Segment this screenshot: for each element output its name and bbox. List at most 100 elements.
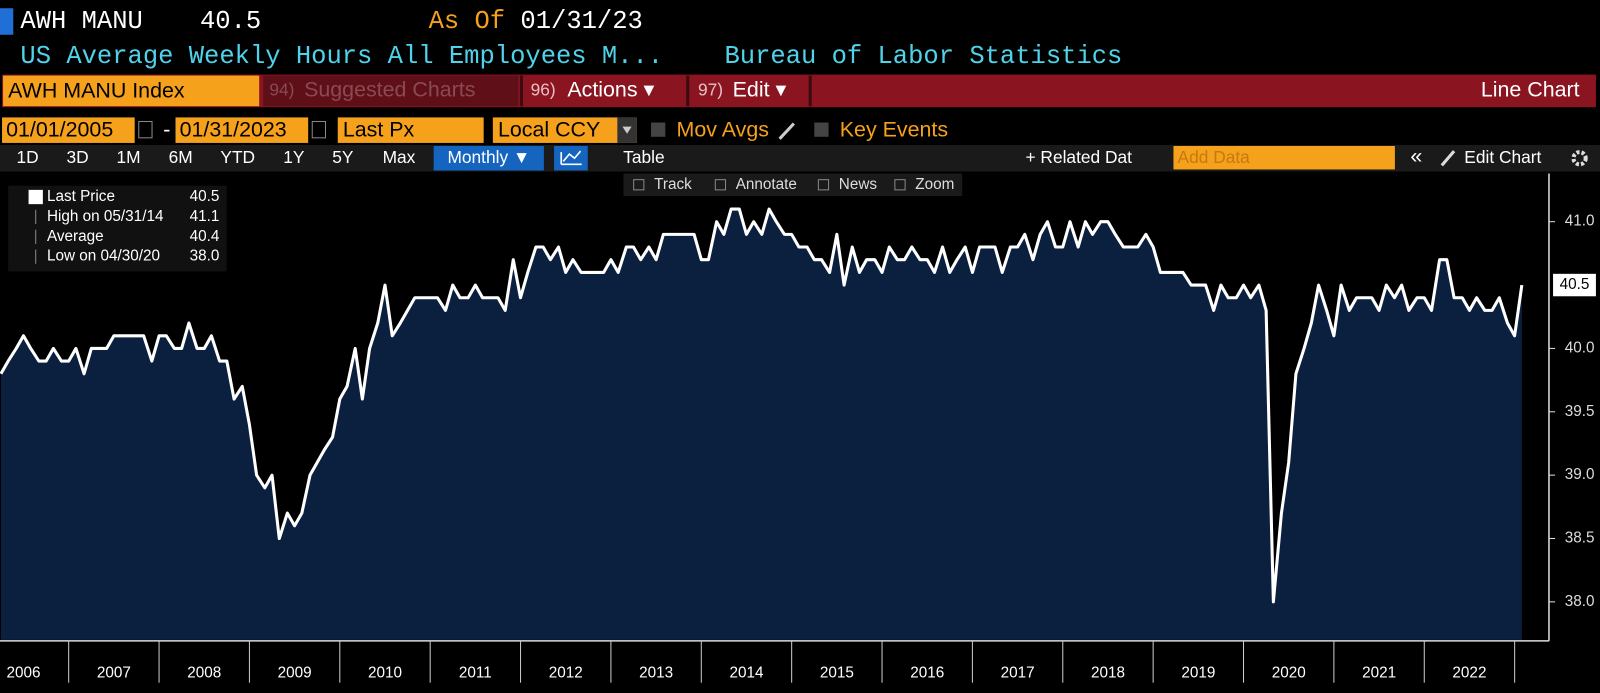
legend-value: 40.5 xyxy=(190,188,220,205)
calendar-icon[interactable] xyxy=(311,120,327,139)
period[interactable]: Monthly ▼ xyxy=(447,147,530,167)
x-tick-label: 2020 xyxy=(1272,665,1306,682)
suggested-button[interactable] xyxy=(263,75,519,107)
range-button[interactable]: YTD xyxy=(220,147,255,167)
as-of-label: As Of xyxy=(429,7,506,36)
y-tick-label: 38.5 xyxy=(1565,530,1595,547)
plot: 40.5 38.0 38.5 39.0 39.5 40.0 41.0 2006 2007 2008… xyxy=(0,173,1596,683)
tool-button[interactable]: Track xyxy=(654,176,692,193)
start-date-field[interactable] xyxy=(2,117,135,143)
range-button[interactable]: 1Y xyxy=(283,147,305,167)
x-tick-label: 2014 xyxy=(729,665,764,682)
dropdown-arrow xyxy=(622,126,632,134)
x-tick-label: 2015 xyxy=(820,665,854,682)
legend-label: Last Price xyxy=(47,188,115,205)
y-tick-label: 39.0 xyxy=(1565,466,1595,483)
x-tick-label: 2019 xyxy=(1181,665,1215,682)
x-tick-label: 2022 xyxy=(1452,665,1486,682)
actions[interactable]: Actions ▾ xyxy=(567,78,654,102)
edit-icon xyxy=(1440,150,1456,167)
range-button[interactable]: 3D xyxy=(66,147,88,167)
y-tick-label: 39.5 xyxy=(1565,403,1595,420)
x-tick-label: 2008 xyxy=(187,665,221,682)
table-button[interactable]: Table xyxy=(623,147,664,167)
x-tick-label: 2016 xyxy=(910,665,944,682)
x-tick-label: 2021 xyxy=(1362,665,1396,682)
period-button[interactable] xyxy=(433,145,544,171)
last-value: 40.5 xyxy=(200,7,261,36)
legend xyxy=(8,185,227,272)
legend-label: Average xyxy=(47,228,104,245)
x-tick-label: 2009 xyxy=(278,665,312,682)
edit[interactable]: Edit ▾ xyxy=(733,78,787,102)
tool-icon xyxy=(633,179,645,191)
suggested-num: 94) xyxy=(269,79,294,99)
currency: Local CCY xyxy=(498,117,600,141)
legend-label: High on 05/31/14 xyxy=(47,208,164,225)
mov-avgs-checkbox[interactable] xyxy=(651,122,666,137)
add-data-field[interactable] xyxy=(1173,145,1395,170)
tool-button[interactable]: Zoom xyxy=(915,176,954,193)
source: Bureau of Labor Statistics xyxy=(724,42,1122,71)
currency-select[interactable] xyxy=(492,117,637,143)
settings-icon[interactable] xyxy=(1571,150,1588,167)
suggested-charts: Suggested Charts xyxy=(304,78,475,102)
pencil-icon[interactable] xyxy=(778,122,795,140)
tool-button[interactable]: News xyxy=(839,176,878,193)
calendar-icon[interactable] xyxy=(138,120,153,139)
key-events[interactable]: Key Events xyxy=(840,117,948,141)
y-tick-label: 40.0 xyxy=(1565,339,1595,356)
edit-num[interactable]: 97) xyxy=(698,79,723,99)
end-date: 01/31/2023 xyxy=(180,117,287,141)
tool-icon xyxy=(714,179,727,191)
key-events-checkbox[interactable] xyxy=(814,122,829,137)
chart-type-button[interactable] xyxy=(554,145,588,171)
legend-value: 40.4 xyxy=(190,228,220,245)
security-field[interactable] xyxy=(3,75,260,107)
last-value-label: 40.5 xyxy=(1560,276,1590,293)
security: AWH MANU Index xyxy=(8,79,185,103)
as-of-date: 01/31/23 xyxy=(520,7,642,36)
ticker: AWH MANU xyxy=(20,7,142,36)
y-tick-label: 41.0 xyxy=(1565,213,1595,230)
mov-avgs[interactable]: Mov Avgs xyxy=(677,117,769,141)
range-button[interactable]: 1M xyxy=(117,147,141,167)
range-button[interactable]: 1D xyxy=(16,147,38,167)
chart-tools xyxy=(623,173,963,196)
x-tick-label: 2012 xyxy=(549,665,583,682)
x-tick-label: 2011 xyxy=(459,665,492,682)
header-marker xyxy=(0,8,14,35)
legend-rows: Last Price 40.5 High on 05/31/14 41.1 Averag… xyxy=(28,188,220,265)
tool-icon xyxy=(894,179,906,191)
view-mode: Line Chart xyxy=(1481,78,1580,102)
range-button[interactable]: 5Y xyxy=(332,147,354,167)
x-tick-label: 2017 xyxy=(1001,665,1035,682)
legend-label: Low on 04/30/20 xyxy=(47,248,160,265)
actions-num[interactable]: 96) xyxy=(531,79,556,99)
legend-value: 41.1 xyxy=(190,208,220,225)
chart-icon xyxy=(560,150,582,166)
tool-icon xyxy=(817,179,830,191)
field-select[interactable] xyxy=(337,117,484,143)
field: Last Px xyxy=(343,117,415,141)
start-date: 01/01/2005 xyxy=(6,117,113,141)
description: US Average Weekly Hours All Employees M.… xyxy=(20,42,663,71)
x-tick-label: 2006 xyxy=(6,665,40,682)
chart-tool-buttons: Track Annotate News Zoom xyxy=(633,176,954,193)
line xyxy=(0,207,1524,604)
add-data: Add Data xyxy=(1178,147,1251,167)
range-button[interactable]: Max xyxy=(383,147,416,167)
collapse-button[interactable]: « xyxy=(1410,144,1422,168)
range-button[interactable]: 6M xyxy=(169,147,193,167)
end-date-field[interactable] xyxy=(175,117,309,143)
related-data[interactable]: + Related Dat xyxy=(1026,147,1133,167)
tool-button[interactable]: Annotate xyxy=(736,176,797,193)
edit-chart[interactable]: Edit Chart xyxy=(1464,147,1541,167)
last-value-tag xyxy=(1553,273,1596,297)
x-tick-label: 2013 xyxy=(639,665,673,682)
x-tick-label: 2018 xyxy=(1091,665,1125,682)
range-buttons: 1D 3D 1M 6M YTD 1Y 5Y Max xyxy=(16,147,415,167)
x-tick-label: 2010 xyxy=(368,665,402,682)
area xyxy=(0,209,1522,640)
